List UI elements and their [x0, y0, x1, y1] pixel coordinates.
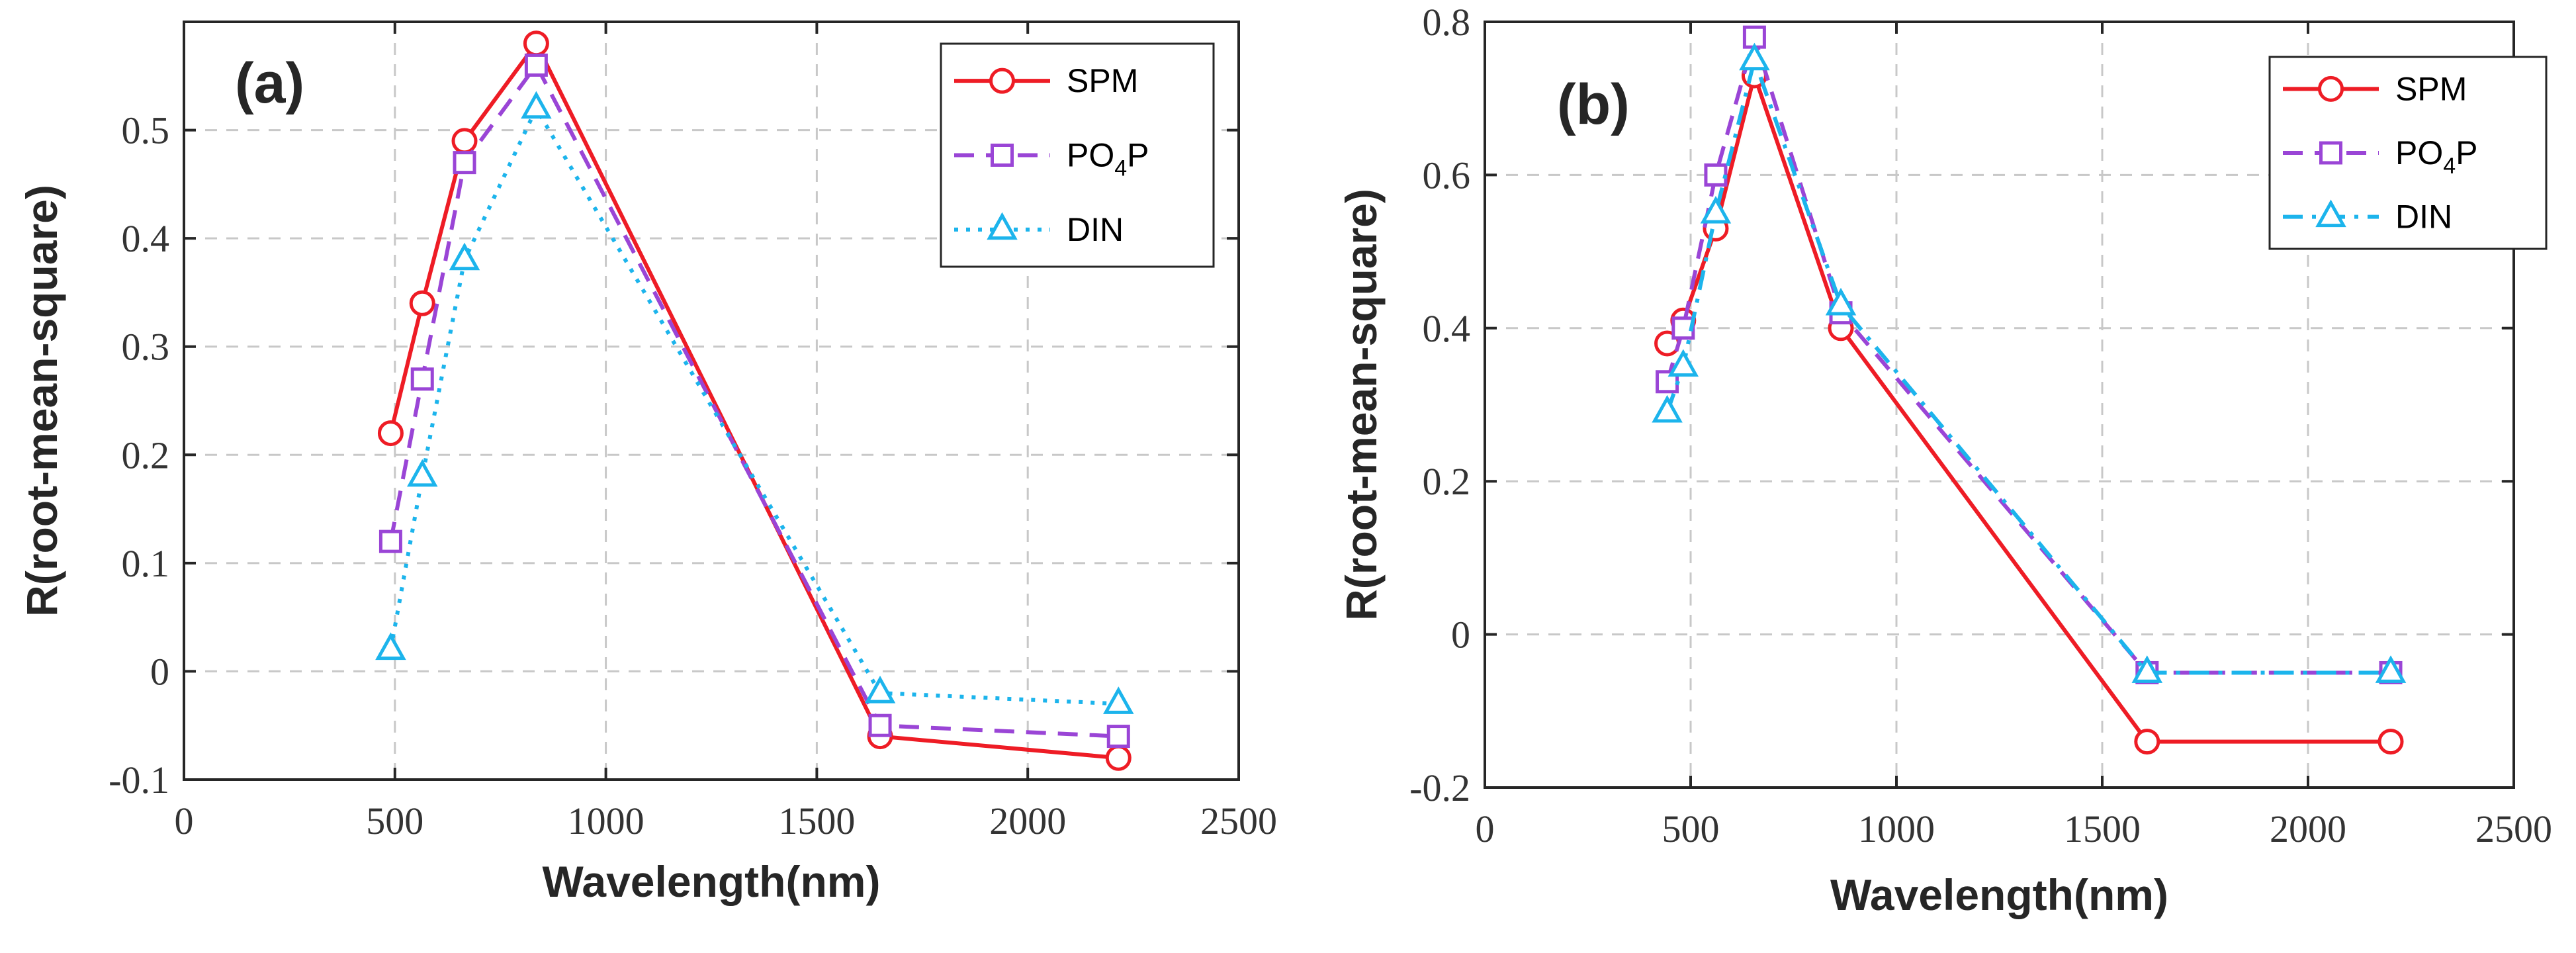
legend-marker-po4p: [2319, 141, 2342, 165]
panel-b: 0 500 1000 1500 2000 2500-0.200.20.40.60.8Wav…: [1337, 1, 2552, 919]
y-tick-label: 0.4: [1423, 307, 1471, 350]
y-tick-label: 0.2: [122, 433, 170, 476]
legend-label-din: DIN: [2395, 199, 2452, 236]
axes-frame: [1484, 21, 2515, 789]
legend-marker-spm: [989, 68, 1015, 94]
data-point-din: [2131, 655, 2163, 683]
x-tick-label: 500: [366, 799, 423, 842]
data-point-po4p: [1704, 163, 1728, 187]
x-axis-label: Wavelength(nm): [1830, 870, 2168, 919]
data-point-din: [1700, 196, 1732, 224]
data-point-din: [1667, 349, 1699, 377]
legend-label-subscript: 4: [2443, 154, 2456, 179]
panel-a: 0 500 1000 1500 2000 2500-0.100.10.20.30.40.5…: [17, 21, 1277, 906]
panel-label: (a): [235, 52, 304, 115]
y-tick-label: 0: [150, 650, 169, 693]
legend-label-spm: SPM: [2395, 70, 2467, 107]
axes-frame: [183, 21, 1240, 781]
data-point-din: [521, 91, 552, 119]
legend-marker-po4p: [991, 144, 1014, 167]
y-tick-label: -0.2: [1409, 766, 1470, 809]
data-point-din: [864, 675, 896, 703]
data-point-din: [406, 459, 438, 487]
legend-label-subscript: 4: [1114, 156, 1127, 181]
data-point-spm: [377, 420, 404, 447]
legend-marker-din: [2315, 199, 2346, 228]
x-tick-label: 500: [1662, 807, 1720, 850]
y-tick-label: 0.2: [1423, 460, 1471, 503]
data-point-spm: [2134, 729, 2160, 755]
panel-label: (b): [1557, 73, 1630, 136]
y-tick-label: 0.5: [122, 109, 170, 152]
x-tick-label: 2000: [989, 799, 1066, 842]
legend-label-part: PO: [1067, 137, 1114, 174]
x-tick-label: 2500: [2475, 807, 2552, 850]
data-point-spm: [2377, 729, 2404, 755]
x-tick-label: 1500: [778, 799, 855, 842]
y-tick-label: -0.1: [109, 758, 169, 801]
data-point-din: [1739, 42, 1770, 71]
legend-label-part: P: [1127, 137, 1149, 174]
data-point-spm: [451, 128, 478, 154]
data-point-po4p: [1106, 725, 1130, 749]
x-tick-label: 2000: [2270, 807, 2346, 850]
x-tick-label: 0: [175, 799, 194, 842]
series-line-din: [388, 106, 1119, 706]
y-tick-label: 0.4: [122, 217, 170, 260]
x-tick-label: 0: [1476, 807, 1495, 850]
legend-label-din: DIN: [1067, 211, 1124, 248]
data-point-po4p: [410, 367, 434, 391]
data-point-po4p: [378, 529, 402, 553]
data-point-spm: [1105, 745, 1132, 771]
data-point-spm: [523, 30, 549, 57]
series-line-po4p: [388, 63, 1119, 739]
y-axis-label: R(root-mean-square): [17, 185, 66, 617]
legend-label-spm: SPM: [1067, 62, 1138, 99]
data-point-po4p: [524, 53, 548, 77]
legend-label-po4p: PO4P: [1067, 137, 1149, 181]
x-tick-label: 1000: [568, 799, 644, 842]
y-tick-label: 0.1: [122, 542, 170, 585]
data-point-spm: [409, 290, 435, 316]
data-point-po4p: [453, 151, 476, 175]
y-tick-label: 0: [1451, 613, 1470, 657]
legend-label-part: P: [2456, 134, 2477, 171]
legend-label-po4p: PO4P: [2395, 134, 2478, 179]
data-point-din: [2375, 655, 2407, 683]
data-point-din: [1103, 686, 1134, 714]
y-tick-label: 0.3: [122, 326, 170, 369]
legend-label-part: PO: [2395, 134, 2443, 171]
series-line-spm: [388, 41, 1119, 760]
y-tick-label: 0.8: [1423, 1, 1471, 44]
data-point-po4p: [868, 713, 892, 737]
legend-marker-din: [987, 212, 1018, 240]
data-point-din: [375, 632, 406, 660]
data-point-din: [449, 242, 480, 271]
data-point-din: [1652, 394, 1683, 423]
x-tick-label: 1000: [1858, 807, 1935, 850]
x-tick-label: 2500: [1200, 799, 1277, 842]
x-tick-label: 1500: [2064, 807, 2141, 850]
x-axis-label: Wavelength(nm): [543, 857, 881, 906]
y-axis-label: R(root-mean-square): [1337, 189, 1386, 621]
y-tick-label: 0.6: [1423, 154, 1471, 197]
legend-marker-spm: [2318, 75, 2344, 102]
data-point-din: [1825, 287, 1857, 316]
